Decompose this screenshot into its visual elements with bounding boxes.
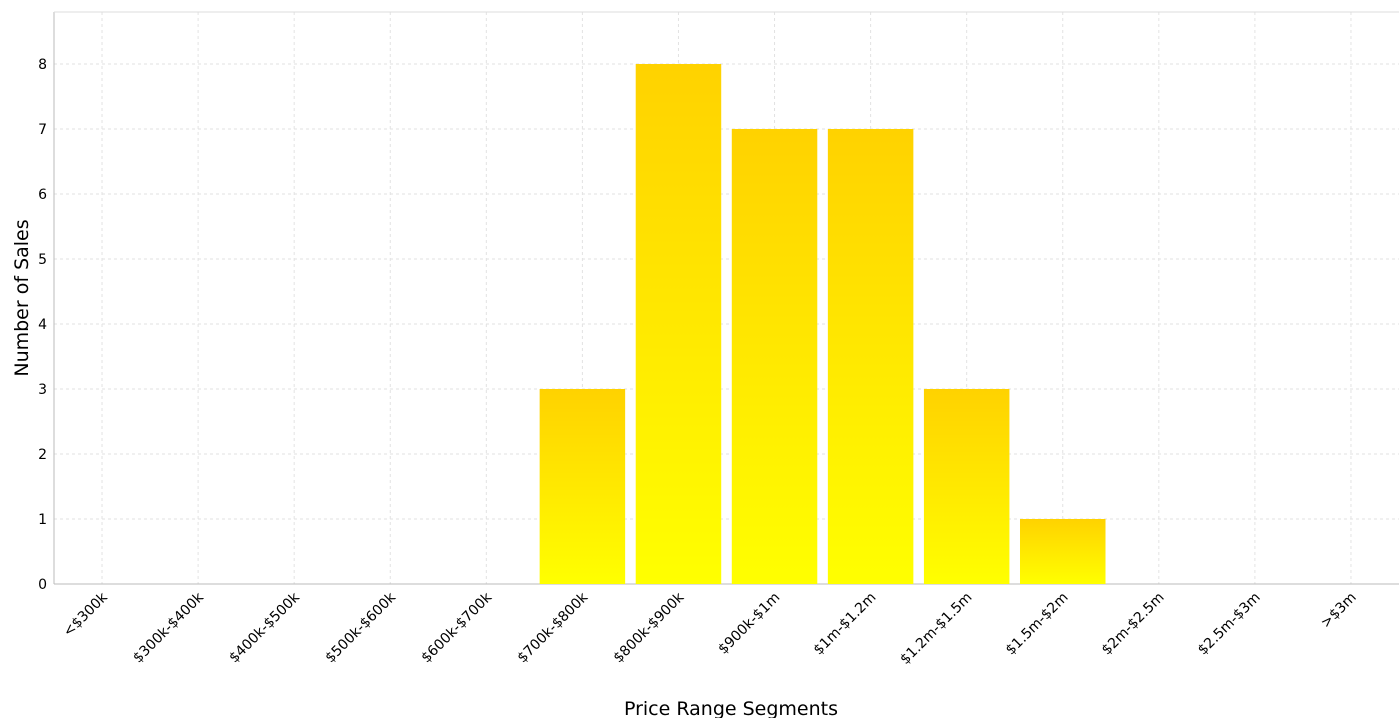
x-tick-label: $900k-$1m [715,590,783,658]
bar [539,389,626,584]
axes [53,11,1399,585]
x-tick-label: $1.2m-$1.5m [897,590,975,668]
y-tick-label: 5 [38,252,47,268]
grid-lines [54,12,1399,584]
x-tick-label: $400k-$500k [226,589,303,666]
x-tick-label: $700k-$800k [514,589,591,666]
x-tick-label: $1m-$1.2m [811,590,880,659]
bar [635,64,722,584]
x-tick-label: $800k-$900k [611,589,688,666]
y-tick-label: 6 [38,187,47,203]
x-axis-title: Price Range Segments [624,698,838,718]
bars [539,64,1106,584]
x-tick-labels: <$300k $300k-$400k $400k-$500k $500k-$600k $… [60,589,1359,668]
y-tick-label: 1 [38,512,47,528]
x-tick-label: $2.5m-$3m [1195,590,1264,659]
x-tick-label: <$300k [60,589,111,640]
bar [731,129,818,584]
y-tick-label: 2 [38,447,47,463]
x-tick-label: $2m-$2.5m [1099,590,1168,659]
x-tick-label: $500k-$600k [322,589,399,666]
x-tick-label: $1.5m-$2m [1003,590,1072,659]
y-axis-title: Number of Sales [11,219,33,376]
y-tick-label: 7 [38,122,47,138]
y-tick-label: 0 [38,577,47,593]
x-tick-label: $300k-$400k [130,589,207,666]
x-tick-label: $600k-$700k [418,589,495,666]
bar [1019,519,1106,584]
y-tick-label: 3 [38,382,47,398]
bar [827,129,914,584]
y-tick-label: 4 [38,317,47,333]
bar [923,389,1010,584]
y-tick-labels: 0 1 2 3 4 5 6 7 8 [38,57,47,593]
y-tick-label: 8 [38,57,47,73]
x-tick-label: >$3m [1318,590,1360,632]
